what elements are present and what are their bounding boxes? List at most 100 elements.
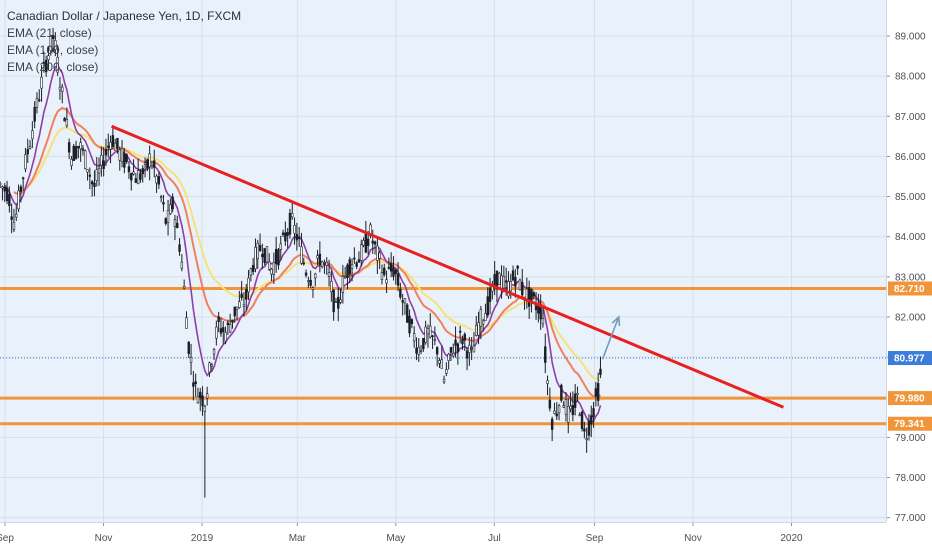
time-axis[interactable]: Sep Nov 2019 Mar May Jul Sep Nov 2020 [0, 522, 886, 551]
candle-body [134, 178, 138, 183]
candle-body [596, 383, 600, 401]
time-tick-label: Sep [0, 533, 14, 544]
candle-body [97, 168, 101, 174]
candles [0, 27, 602, 498]
candle-body [251, 264, 255, 272]
candle-body [516, 265, 519, 269]
candle-body [15, 213, 18, 218]
candle-body [56, 57, 59, 73]
candle-body [553, 410, 556, 414]
candle-body [366, 238, 370, 247]
candle-body [249, 268, 253, 276]
candle-body [357, 259, 361, 263]
ema-21-line [4, 63, 602, 423]
candle-body [509, 281, 512, 292]
candle-body [93, 182, 96, 187]
candle-body [585, 438, 588, 441]
candle-body [72, 145, 75, 161]
price-tick-label: 88.000 [895, 72, 926, 83]
candle-body [58, 86, 62, 91]
candle-body [339, 299, 342, 303]
candle-body [70, 158, 73, 166]
candle-body [12, 221, 16, 230]
candle-body [146, 159, 149, 169]
candle-body [530, 288, 533, 301]
projection-arrow-head [611, 315, 621, 327]
candle-body [576, 392, 579, 395]
candle-body [380, 272, 384, 280]
candle-body [449, 347, 453, 353]
candle-body [548, 399, 552, 409]
candle-body [185, 317, 188, 329]
candle-body [104, 149, 108, 156]
candle-body [51, 35, 55, 39]
candle-body [155, 175, 158, 184]
candle-body [277, 249, 280, 266]
candle-body [107, 145, 110, 148]
candle-body [157, 176, 161, 185]
candle-body [350, 264, 354, 269]
candle-body [422, 338, 425, 350]
candle-body [532, 292, 535, 297]
candle-body [256, 242, 259, 260]
candle-body [364, 232, 368, 253]
candle-body [274, 248, 278, 264]
candle-body [511, 270, 515, 281]
candle-body [228, 324, 232, 333]
candle-body [387, 266, 391, 269]
candle-body [189, 357, 193, 363]
price-tick-label: 87.000 [895, 112, 926, 123]
price-chart[interactable] [0, 0, 886, 522]
candle-body [293, 225, 296, 234]
candle-body [355, 262, 358, 267]
ema-100-label: EMA (100, close) [7, 43, 99, 57]
candle-body [316, 255, 319, 259]
candle-body [291, 213, 294, 218]
candle-body [141, 168, 144, 175]
candle-body [541, 318, 545, 325]
candle-body [332, 290, 335, 313]
price-axis[interactable]: 89.000 88.000 87.000 86.000 85.000 84.000 83.0… [886, 0, 932, 522]
candle-body [33, 107, 36, 122]
candle-body [166, 210, 170, 223]
candle-body [201, 395, 204, 407]
price-tick-label: 86.000 [895, 152, 926, 163]
candle-body [8, 194, 11, 206]
candle-body [118, 149, 121, 161]
candle-body [465, 350, 469, 359]
candle-body [196, 396, 200, 404]
time-tick-label: 2020 [780, 533, 803, 544]
candle-body [123, 152, 126, 168]
candle-body [261, 253, 264, 258]
candle-body [95, 169, 98, 182]
time-tick-label: Mar [289, 533, 307, 544]
candle-body [438, 360, 441, 364]
candle-body [502, 275, 506, 289]
candle-body [408, 315, 411, 334]
candle-body [111, 135, 115, 147]
candle-body [385, 279, 388, 284]
candle-body [258, 245, 262, 251]
candle-body [417, 347, 420, 355]
candle-body [590, 415, 593, 425]
chart-area[interactable]: Canadian Dollar / Japanese Yen, 1D, FXCM… [0, 0, 886, 522]
candle-body [472, 345, 476, 353]
candle-body [468, 344, 471, 353]
candle-body [373, 241, 377, 245]
candle-body [263, 248, 266, 264]
candle-body [19, 186, 23, 192]
ema-200-line [22, 126, 601, 381]
candle-body [555, 413, 558, 417]
price-badge-label: 82.710 [894, 284, 925, 295]
candle-body [49, 35, 52, 51]
candle-body [477, 322, 480, 336]
candle-body [569, 405, 572, 410]
candle-body [182, 286, 186, 289]
candle-body [77, 145, 80, 148]
candle-body [580, 411, 584, 429]
candle-body [65, 119, 69, 127]
candle-body [171, 196, 174, 210]
candle-body [24, 154, 27, 170]
ema-21-label: EMA (21, close) [7, 26, 92, 40]
candle-body [164, 218, 167, 224]
